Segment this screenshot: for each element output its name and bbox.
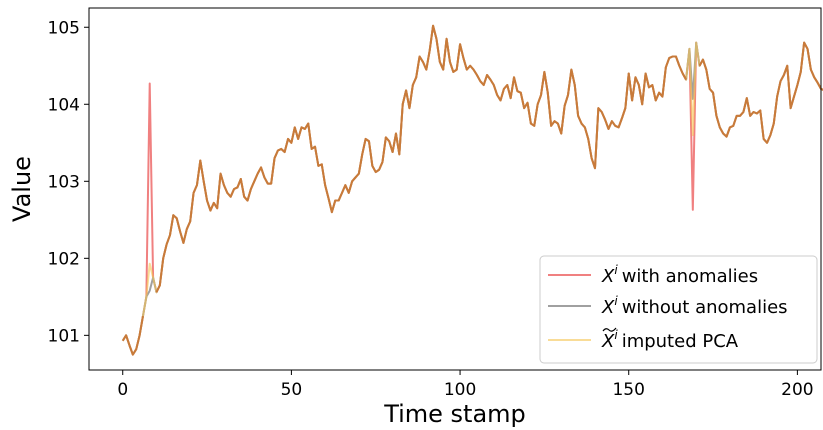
x-tick-label: 150 <box>612 380 644 400</box>
series-layer <box>121 24 823 356</box>
x-tick-label: 100 <box>444 380 476 400</box>
y-tick-label: 103 <box>48 172 80 192</box>
x-axis-label: Time stamp <box>383 400 526 428</box>
y-tick-label: 101 <box>48 326 80 346</box>
x-tick-label: 50 <box>281 380 303 400</box>
y-axis-ticks: 101 102 103 104 105 <box>48 18 89 346</box>
overlap-line-segment <box>121 315 144 356</box>
overlap-line-segment <box>698 41 823 144</box>
tilde-accent <box>602 327 617 332</box>
legend-label-anomalies: Xi with anomalies <box>601 263 758 287</box>
x-axis-ticks: 0 50 100 150 200 <box>117 370 814 400</box>
y-tick-label: 104 <box>48 95 80 115</box>
overlap-line-segment <box>155 24 687 293</box>
y-tick-label: 102 <box>48 249 80 269</box>
x-tick-label: 0 <box>117 380 128 400</box>
plot-frame <box>88 7 822 371</box>
y-axis-label: Value <box>8 156 36 222</box>
legend-label-imputed: Xi imputed PCA <box>601 328 739 352</box>
legend-box <box>539 255 818 364</box>
x-tick-label: 200 <box>781 380 813 400</box>
legend-label-without: Xi without anomalies <box>601 294 788 318</box>
y-tick-label: 105 <box>48 18 80 38</box>
legend: Xi with anomalies Xi without anomalies Xi i… <box>539 255 818 364</box>
